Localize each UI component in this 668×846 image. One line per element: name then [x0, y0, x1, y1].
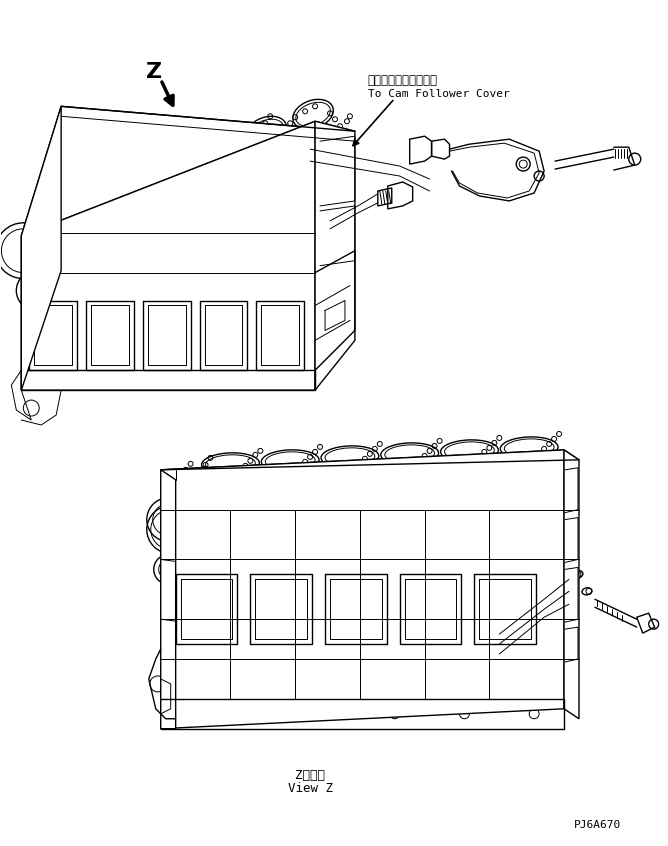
Text: Z　　視: Z 視 [295, 768, 325, 782]
Polygon shape [161, 470, 176, 728]
Text: To Cam Follower Cover: To Cam Follower Cover [368, 90, 510, 99]
Text: PJ6A670: PJ6A670 [574, 821, 621, 830]
Text: カムフォロワカバーヘ: カムフォロワカバーヘ [368, 74, 438, 87]
Polygon shape [21, 107, 355, 236]
Polygon shape [21, 107, 61, 390]
Polygon shape [21, 121, 315, 390]
Polygon shape [161, 450, 564, 728]
Text: Z: Z [146, 62, 162, 81]
Polygon shape [564, 450, 579, 719]
Polygon shape [315, 121, 355, 390]
Polygon shape [161, 450, 579, 480]
Text: View Z: View Z [288, 782, 333, 794]
